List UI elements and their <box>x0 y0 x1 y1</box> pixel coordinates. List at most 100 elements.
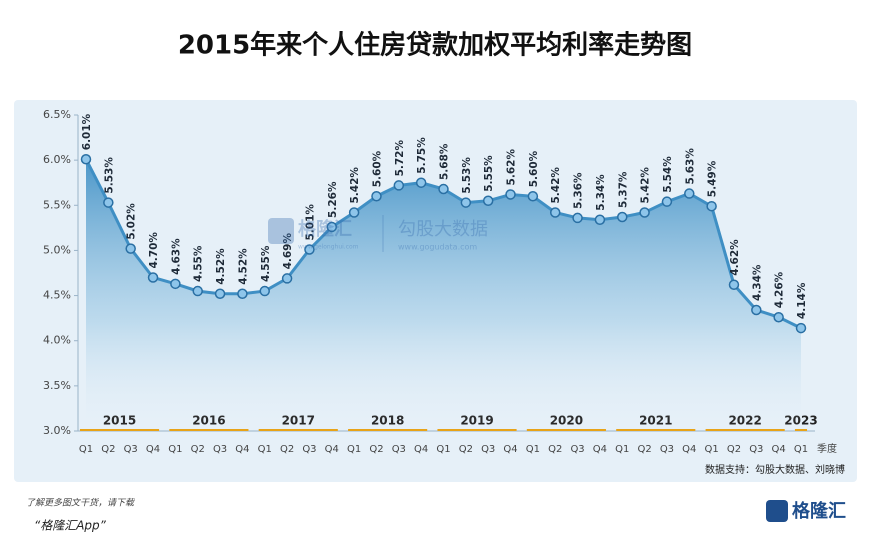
point <box>80 153 92 165</box>
value-label: 4.34% <box>751 264 763 301</box>
x-tick-label: Q4 <box>593 444 607 455</box>
point <box>751 304 762 316</box>
value-label: 5.54% <box>662 156 674 193</box>
area <box>86 159 801 431</box>
value-label: 5.36% <box>573 172 585 209</box>
source: 数据支持：勾股大数据、刘晓博 <box>705 463 845 476</box>
point <box>326 221 338 233</box>
value-label: 5.42% <box>550 167 562 204</box>
x-tick-label: Q2 <box>548 444 562 455</box>
x-tick-label: Q2 <box>459 444 473 455</box>
value-label: 5.53% <box>461 157 473 194</box>
x-tick-label: Q3 <box>124 444 138 455</box>
point <box>706 200 717 212</box>
value-label: 4.63% <box>170 238 182 275</box>
value-label: 5.68% <box>439 143 451 180</box>
value-label: 4.69% <box>282 233 294 270</box>
value-label: 5.02% <box>126 203 138 240</box>
x-tick-label: Q3 <box>481 444 495 455</box>
watermark-text: 勾股大数据 <box>398 219 488 240</box>
value-label: 4.14% <box>796 282 808 319</box>
x-tick-label: Q1 <box>168 444 182 455</box>
logo-icon <box>766 500 788 522</box>
point <box>125 243 136 254</box>
point <box>393 180 405 191</box>
value-label: 5.42% <box>640 167 652 204</box>
point <box>147 272 159 283</box>
point <box>527 191 539 202</box>
x-tick-label: Q2 <box>280 444 294 455</box>
point <box>661 196 673 207</box>
watermark-url: www.gelonghui.com <box>298 244 359 251</box>
value-label: 4.70% <box>148 232 160 269</box>
x-tick-label: Q1 <box>347 444 361 455</box>
value-label: 6.01% <box>81 113 93 150</box>
point <box>259 285 270 297</box>
x-tick-label: Q2 <box>369 444 383 455</box>
point <box>170 278 181 290</box>
value-label: 5.42% <box>349 167 361 204</box>
point <box>594 214 606 225</box>
footer-app: “格隆汇App” <box>34 519 107 533</box>
value-label: 5.55% <box>483 155 495 192</box>
x-tick-label: Q1 <box>436 444 450 455</box>
point <box>639 207 650 218</box>
x-tick-label: Q3 <box>749 444 763 455</box>
value-label: 5.37% <box>617 171 629 208</box>
value-label: 4.55% <box>260 245 272 282</box>
footer-text: 了解更多图文干货，请下载 <box>26 498 135 509</box>
x-tick-label: Q4 <box>682 444 696 455</box>
point <box>415 177 427 188</box>
plot: 3.0% 3.5% 4.0% 4.5% 5.0% 5.5% 6.0% 6.5% Q1 Q2 Q3 Q4… <box>43 108 837 455</box>
point <box>371 191 382 202</box>
point <box>281 273 293 284</box>
point <box>617 211 628 223</box>
x-tick-label: Q3 <box>570 444 584 455</box>
watermark-text: 格隆汇 <box>298 218 352 240</box>
x-tick-label: Q2 <box>727 444 741 455</box>
chart-title: 2015年来个人住房贷款加权平均利率走势图 <box>178 30 692 61</box>
x-tick-label: Q3 <box>392 444 406 455</box>
value-label: 5.62% <box>506 149 518 186</box>
value-label: 4.55% <box>193 245 205 282</box>
value-label: 5.75% <box>416 137 428 174</box>
point <box>103 197 114 208</box>
value-label: 5.72% <box>394 140 406 177</box>
value-label: 5.34% <box>595 174 607 211</box>
x-tick-label: Q1 <box>258 444 272 455</box>
y-tick-label: 6.5% <box>43 108 71 121</box>
x-tick-label: Q4 <box>503 444 517 455</box>
x-tick-label: Q4 <box>325 444 339 455</box>
value-label: 4.52% <box>215 248 227 285</box>
point <box>304 244 315 255</box>
x-tick-label: Q1 <box>79 444 93 455</box>
watermark: 格隆汇 www.gelonghui.com 勾股大数据 www.gogudata… <box>268 215 488 252</box>
point <box>348 207 360 218</box>
point <box>684 188 695 199</box>
x-tick-label: Q1 <box>705 444 719 455</box>
point <box>482 195 494 207</box>
value-label: 5.01% <box>304 204 316 241</box>
point <box>505 189 516 200</box>
point <box>192 285 203 297</box>
value-label: 5.53% <box>103 157 115 194</box>
value-label: 4.62% <box>729 239 741 276</box>
value-label: 5.26% <box>327 181 339 218</box>
point <box>572 212 583 224</box>
point <box>438 183 449 195</box>
y-tick-label: 5.0% <box>43 243 71 256</box>
value-label: 5.63% <box>684 148 696 185</box>
value-label: 5.60% <box>371 150 383 187</box>
y-tick-label: 3.5% <box>43 379 71 392</box>
point <box>214 288 226 300</box>
x-tick-label: Q3 <box>302 444 316 455</box>
x-tick-label: Q1 <box>526 444 540 455</box>
point <box>728 279 740 290</box>
x-axis-label: 季度 <box>817 442 837 455</box>
x-tick-label: Q3 <box>660 444 674 455</box>
value-label: 5.60% <box>528 150 540 187</box>
value-label: 5.49% <box>707 160 719 197</box>
point <box>773 311 784 323</box>
x-tick-label: Q4 <box>772 444 786 455</box>
